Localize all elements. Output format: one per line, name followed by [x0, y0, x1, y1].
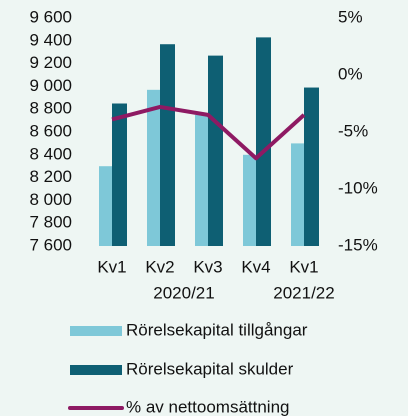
y2-tick-label: -10% — [338, 178, 378, 197]
bar — [291, 143, 304, 246]
y-tick-label: 9 600 — [29, 7, 72, 26]
bar — [112, 103, 127, 246]
y-tick-label: 8 400 — [29, 144, 72, 163]
y2-tick-label: -15% — [338, 235, 378, 254]
bar — [256, 37, 271, 246]
bar — [208, 55, 223, 247]
bar — [304, 87, 319, 246]
line — [111, 104, 306, 161]
bar — [243, 154, 256, 246]
x-tick-label: Kv3 — [193, 257, 222, 276]
x-tick-label: Kv4 — [241, 257, 270, 276]
legend-swatch — [70, 365, 122, 375]
x-tick-label: Kv1 — [97, 257, 126, 276]
x-tick-label: Kv2 — [145, 257, 174, 276]
y-tick-label: 8 000 — [29, 190, 72, 209]
y-tick-label: 8 200 — [29, 167, 72, 186]
y2-tick-label: 5% — [338, 7, 363, 26]
y-tick-label: 8 800 — [29, 99, 72, 118]
x-tick-label: Kv1 — [289, 257, 318, 276]
y-tick-label: 9 000 — [29, 76, 72, 95]
category-group-label: 2020/21 — [153, 283, 214, 302]
bar — [99, 166, 112, 246]
category-group-label: 2021/22 — [273, 283, 334, 302]
bar — [195, 114, 208, 247]
y-tick-label: 7 800 — [29, 213, 72, 232]
legend-label: % av nettoomsättning — [126, 397, 289, 416]
y-tick-label: 9 400 — [29, 30, 72, 49]
bar — [160, 44, 175, 246]
legend-label: Rörelsekapital tillgångar — [126, 320, 308, 339]
legend-label: Rörelsekapital skulder — [126, 359, 294, 378]
legend-swatch — [70, 326, 122, 336]
y-tick-label: 7 600 — [29, 235, 72, 254]
y-tick-label: 8 600 — [29, 121, 72, 140]
y2-tick-label: -5% — [338, 121, 368, 140]
bar — [147, 89, 160, 246]
y-tick-label: 9 200 — [29, 53, 72, 72]
y2-tick-label: 0% — [338, 64, 363, 83]
